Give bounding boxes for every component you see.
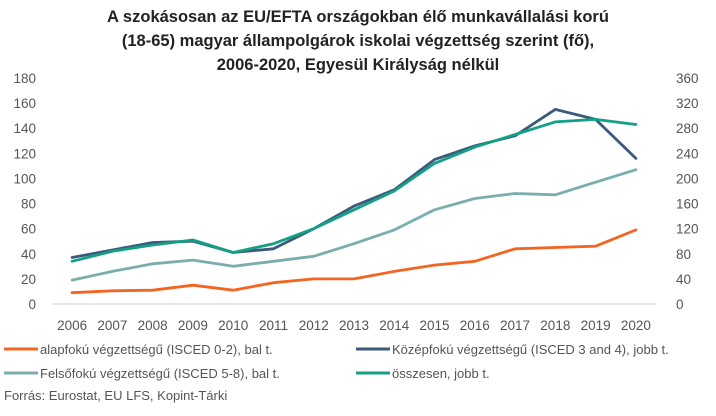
x-tick-label: 2012 (299, 318, 329, 333)
y-right-tick-label: 280 (676, 121, 699, 136)
y-right-tick-label: 240 (676, 146, 699, 161)
y-left-tick-label: 40 (21, 247, 36, 262)
x-tick-label: 2016 (460, 318, 490, 333)
x-tick-label: 2006 (57, 318, 87, 333)
legend-label-kozepfoku: Középfokú végzettségű (ISCED 3 and 4), j… (392, 342, 669, 357)
y-left-tick-label: 140 (13, 121, 36, 136)
x-tick-label: 2009 (178, 318, 208, 333)
legend-item-felsofoku: Felsőfokú végzettségű (ISCED 5-8), bal t… (4, 366, 280, 381)
legend-item-alapfoku: alapfokú végzettségű (ISCED 0-2), bal t. (4, 342, 273, 357)
x-tick-label: 2008 (138, 318, 168, 333)
y-left-tick-label: 160 (13, 96, 36, 111)
chart-title: A szokásosan az EU/EFTA országokban élő … (107, 8, 609, 74)
y-left-tick-label: 120 (13, 146, 36, 161)
y-right-tick-label: 40 (676, 272, 691, 287)
y-right-tick-label: 80 (676, 247, 691, 262)
series-line-1 (70, 108, 638, 259)
y-right-tick-label: 0 (676, 297, 684, 312)
title-line-2: (18-65) magyar állampolgárok iskolai vég… (122, 32, 594, 50)
series-line-0 (70, 228, 638, 295)
legend-label-osszesen: összesen, jobb t. (392, 366, 490, 381)
y-right-tick-label: 160 (676, 197, 699, 212)
x-tick-label: 2018 (540, 318, 570, 333)
legend-label-felsofoku: Felsőfokú végzettségű (ISCED 5-8), bal t… (40, 366, 280, 381)
y-right-tick-label: 360 (676, 71, 699, 86)
series-line-3 (70, 118, 638, 263)
legend-label-alapfoku: alapfokú végzettségű (ISCED 0-2), bal t. (40, 342, 273, 357)
x-tick-label: 2010 (218, 318, 248, 333)
y-axis-left: 0 20 40 60 80 100 120 140 160 180 (13, 71, 36, 312)
y-right-tick-label: 320 (676, 96, 699, 111)
x-tick-label: 2011 (259, 318, 288, 333)
y-left-tick-label: 0 (28, 297, 36, 312)
y-left-tick-label: 20 (21, 272, 36, 287)
y-left-tick-label: 180 (13, 71, 36, 86)
x-tick-label: 2017 (500, 318, 530, 333)
y-right-tick-label: 120 (676, 222, 699, 237)
x-tick-label: 2019 (581, 318, 611, 333)
series-line-2 (70, 168, 638, 282)
x-axis: 2006 2007 2008 2009 2010 2011 2012 2013 2014 2015… (57, 318, 651, 333)
x-tick-label: 2014 (379, 318, 410, 333)
legend-item-kozepfoku: Középfokú végzettségű (ISCED 3 and 4), j… (356, 342, 669, 357)
x-tick-label: 2020 (621, 318, 651, 333)
y-axis-right: 0 40 80 120 160 200 240 280 320 360 (676, 71, 699, 312)
title-line-1: A szokásosan az EU/EFTA országokban élő … (107, 8, 609, 26)
y-right-tick-label: 200 (676, 171, 699, 186)
x-tick-label: 2013 (339, 318, 369, 333)
title-line-3: 2006-2020, Egyesül Királyság nélkül (217, 56, 500, 74)
y-left-tick-label: 60 (21, 222, 36, 237)
x-tick-label: 2015 (420, 318, 450, 333)
x-tick-label: 2007 (97, 318, 127, 333)
series-group (70, 108, 638, 295)
y-left-tick-label: 100 (13, 171, 36, 186)
y-left-tick-label: 80 (21, 197, 36, 212)
source-note: Forrás: Eurostat, EU LFS, Kopint-Tárki (4, 388, 227, 403)
legend: alapfokú végzettségű (ISCED 0-2), bal t.… (4, 342, 669, 381)
legend-item-osszesen: összesen, jobb t. (356, 366, 490, 381)
